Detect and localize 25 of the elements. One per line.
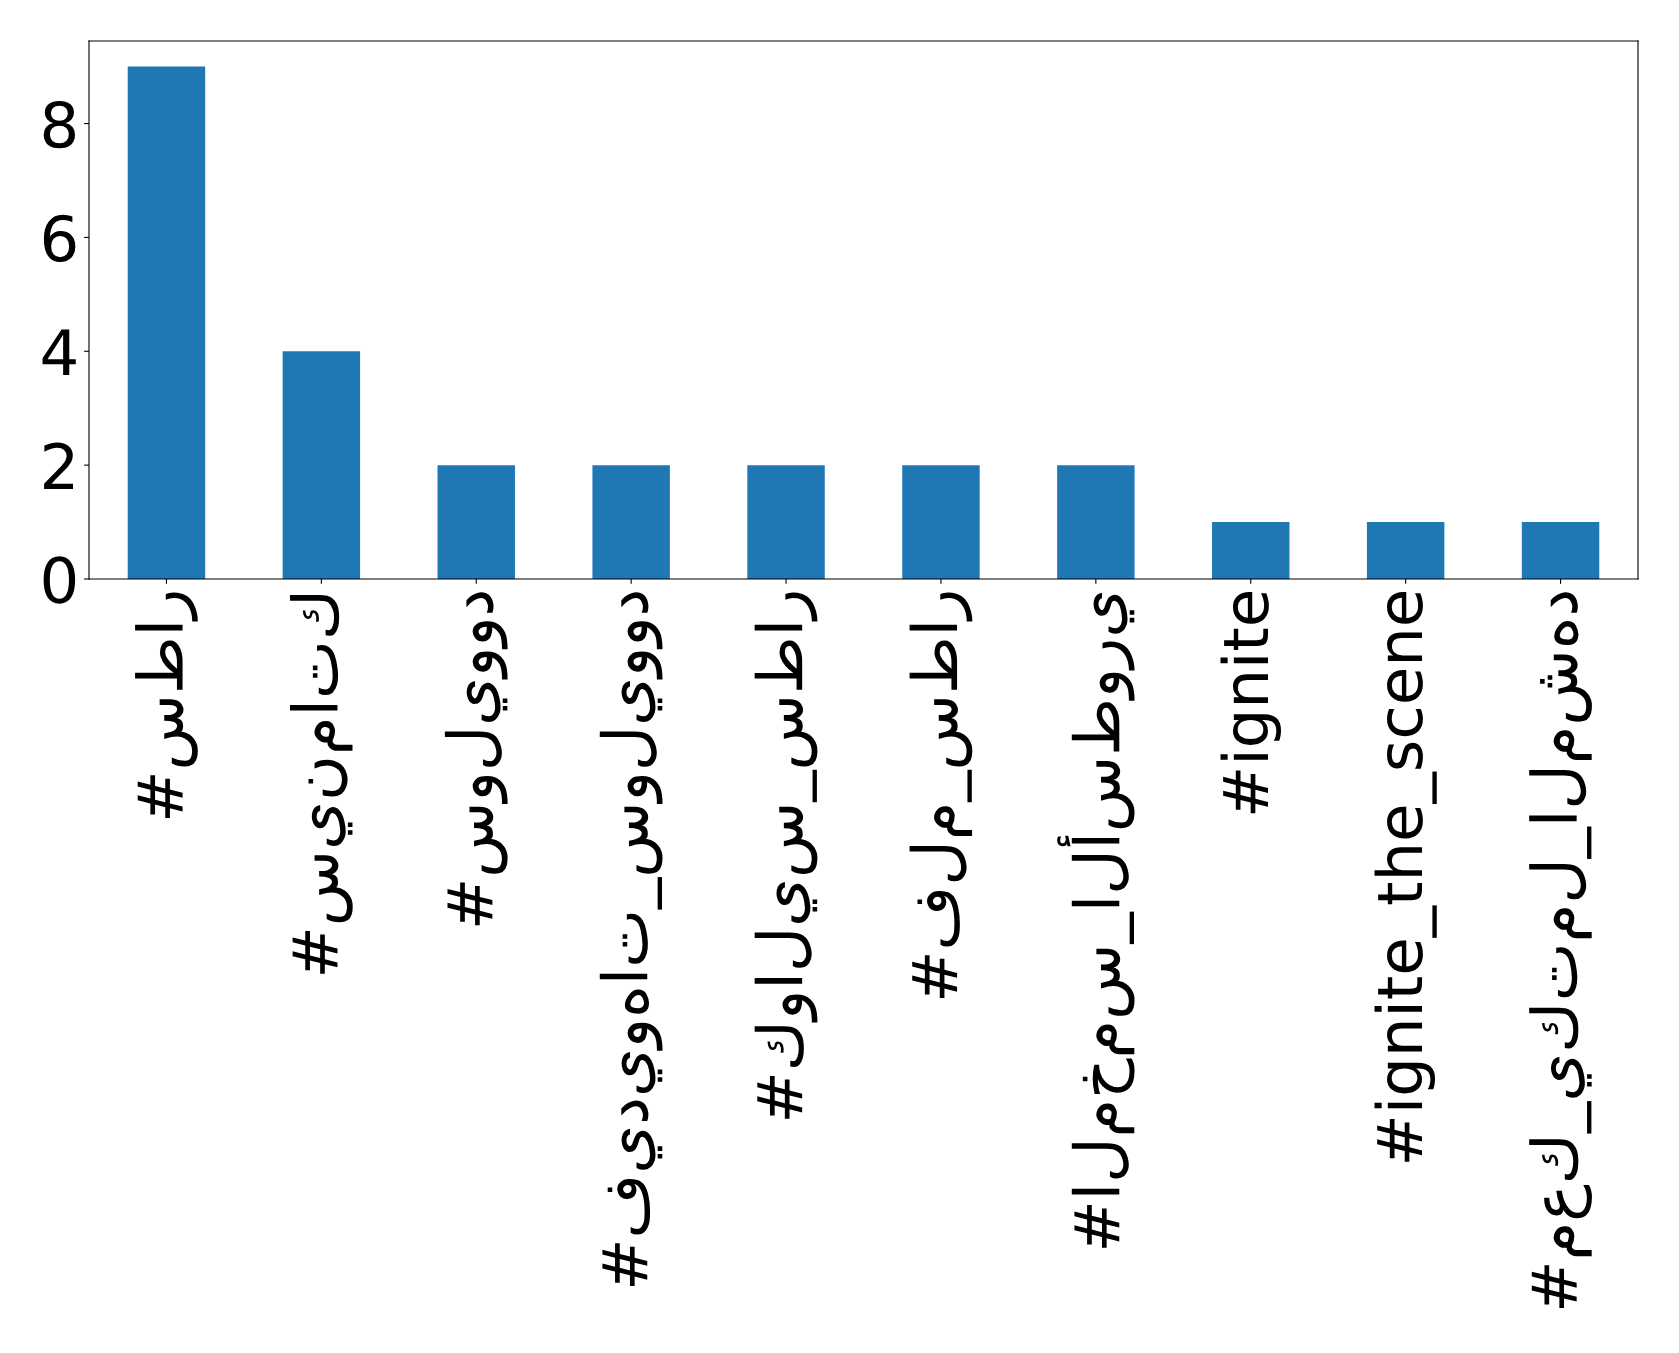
x-tick-label: #كواليس_سطار xyxy=(754,592,818,1119)
x-tick-label: #المخمس_الأسطوري xyxy=(1057,592,1135,1248)
y-tick-label: 8 xyxy=(43,100,75,149)
bar xyxy=(902,465,980,579)
bar xyxy=(1212,522,1290,579)
bar xyxy=(1521,522,1600,579)
bar xyxy=(592,465,670,579)
bar xyxy=(1057,465,1135,579)
x-tick-label: #ignite_the_scene xyxy=(1374,592,1437,1162)
bar xyxy=(1366,522,1445,579)
bar xyxy=(437,465,515,579)
x-tick-label: #سينماتك xyxy=(289,595,353,974)
x-tick-label: #فلم_سطار xyxy=(909,592,973,999)
x-tick-label: #معك_يكتمل_المشهد xyxy=(1529,592,1592,1309)
x-tick-label: #ignite xyxy=(1220,592,1281,814)
y-tick-label: 4 xyxy=(42,329,76,376)
bar xyxy=(282,351,361,579)
x-tick-label: #سطار xyxy=(135,592,198,818)
y-tick-label: 2 xyxy=(44,442,74,489)
bar xyxy=(127,66,206,579)
bar xyxy=(747,465,825,579)
x-tick-label: #فيديوهات_سوليوود xyxy=(599,592,663,1287)
y-tick-label: 6 xyxy=(43,214,76,263)
x-tick-label: #سوليوود xyxy=(444,592,508,926)
y-tick-label: 0 xyxy=(43,556,76,604)
